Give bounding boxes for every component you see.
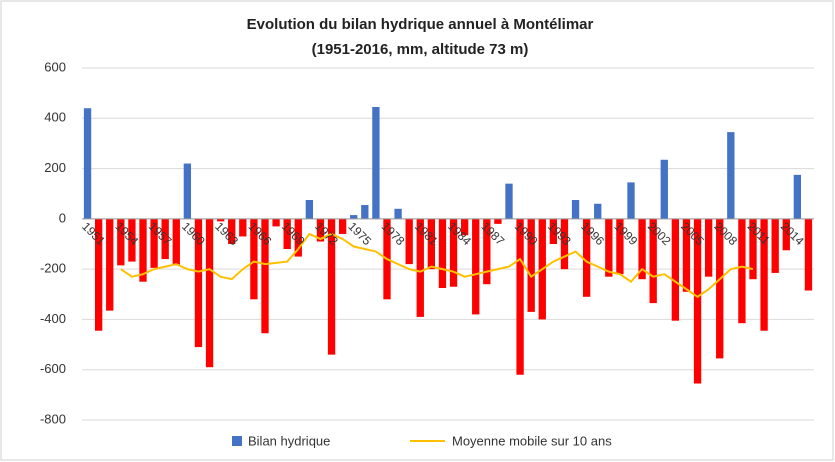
bar [527,218,535,312]
bar [671,218,680,321]
bar [771,218,779,273]
bar [649,218,657,304]
bar [616,218,624,275]
bar [793,174,802,219]
y-tick-label: 200 [44,160,66,175]
bar [161,218,169,260]
bar [194,218,203,348]
y-tick-label: -400 [40,311,66,326]
bar [782,218,790,251]
bar [660,159,668,219]
bar [94,218,103,331]
bar [183,163,192,219]
bar [117,218,125,266]
bar [483,218,491,285]
bar [738,218,746,324]
bar [83,108,92,219]
bar [172,218,180,266]
bar [549,218,558,244]
bar [350,215,358,219]
bar [438,218,447,288]
bar [327,218,336,355]
bar [338,218,347,234]
bar [150,218,158,268]
bar [372,106,380,219]
bar [727,132,735,219]
bar [239,218,247,237]
bar [106,218,114,311]
bar [205,218,214,368]
bar [760,218,768,331]
legend-label: Moyenne mobile sur 10 ans [452,433,612,448]
y-tick-label: 0 [59,210,66,225]
bar [261,218,269,334]
bar [749,218,757,280]
bar [560,218,569,270]
bar [139,218,147,282]
bar [693,218,702,384]
bar [427,218,436,270]
legend-label: Bilan hydrique [248,433,330,448]
y-tick-label: -200 [40,261,66,276]
bar [305,200,314,219]
bar [638,218,646,280]
bar [405,218,413,265]
y-tick-label: 400 [44,110,66,125]
bar [505,183,513,219]
bar [472,218,480,315]
bar [216,218,225,222]
bar [582,218,591,297]
bar [294,218,302,257]
bar [250,218,258,300]
bar [571,200,580,219]
y-tick-label: -600 [40,361,66,376]
bar [704,218,713,277]
bar [716,218,724,359]
chart-title: Evolution du bilan hydrique annuel à Mon… [247,16,594,33]
bar [128,218,136,262]
bar [316,218,325,242]
bar [361,205,369,219]
bar [594,203,602,219]
bar [804,218,813,291]
bar [605,218,613,277]
moving-average-line [120,232,754,299]
bar [228,218,236,244]
bar [494,218,502,224]
y-tick-label: 600 [44,59,66,74]
bar [416,218,424,317]
y-tick-label: -800 [40,411,66,426]
bar [283,218,291,250]
bar [627,182,635,219]
bar [516,218,524,375]
legend-swatch [232,436,242,446]
bar [394,208,402,219]
bar [682,218,691,292]
bar [449,218,458,287]
bar [460,218,469,236]
bar [272,218,280,227]
chart-subtitle: (1951-2016, mm, altitude 73 m) [312,41,529,58]
